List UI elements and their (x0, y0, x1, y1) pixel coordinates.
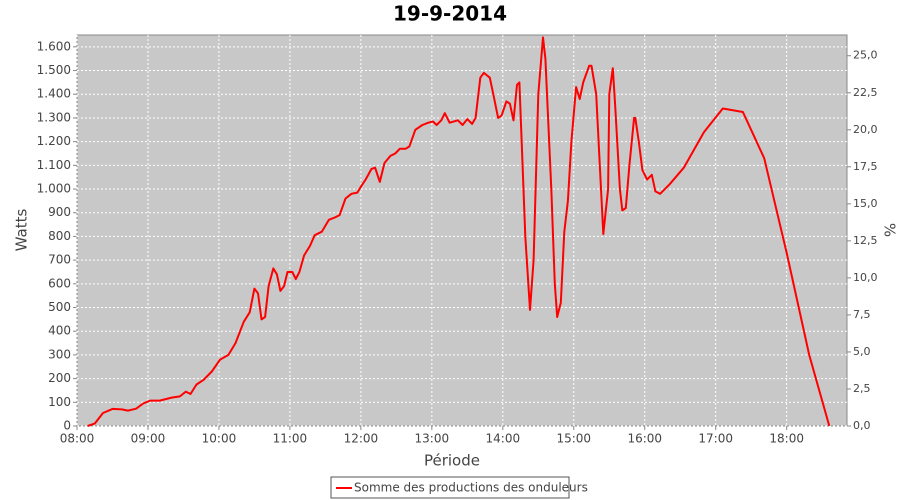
y-tick-label: 600 (48, 276, 71, 290)
y2-tick-label: 17,5 (853, 160, 878, 173)
y-tick-label: 1.200 (37, 134, 71, 148)
y-tick-label: 900 (48, 205, 71, 219)
x-tick-label: 12:00 (344, 432, 379, 446)
y2-tick-label: 5,0 (853, 345, 871, 358)
y-tick-label: 800 (48, 229, 71, 243)
x-tick-label: 17:00 (698, 432, 733, 446)
x-tick-label: 09:00 (131, 432, 166, 446)
y2-tick-label: 0,0 (853, 419, 871, 432)
y-tick-label: 200 (48, 371, 71, 385)
y-axis-title: Watts (13, 209, 31, 252)
y-tick-label: 1.100 (37, 158, 71, 172)
line-series (87, 36, 831, 427)
y-tick-label: 100 (48, 395, 71, 409)
chart-title: 19-9-2014 (393, 2, 507, 26)
x-tick-label: 11:00 (273, 432, 308, 446)
x-tick-label: 08:00 (60, 432, 95, 446)
legend-label: Somme des productions des onduleurs (354, 481, 588, 495)
x-tick-label: 16:00 (627, 432, 662, 446)
x-tick-label: 13:00 (415, 432, 450, 446)
y-tick-label: 1.000 (37, 182, 71, 196)
x-axis-title: Période (424, 452, 480, 470)
y2-tick-label: 2,5 (853, 382, 871, 395)
x-tick-label: 10:00 (202, 432, 237, 446)
y2-tick-label: 20,0 (853, 123, 878, 136)
y2-tick-label: 12,5 (853, 234, 878, 247)
y-tick-label: 500 (48, 300, 71, 314)
y-tick-label: 1.300 (37, 110, 71, 124)
y-tick-label: 700 (48, 253, 71, 267)
y2-axis-title: % (881, 223, 899, 237)
y-tick-label: 0 (63, 419, 71, 433)
plot-area (76, 34, 848, 427)
y2-tick-label: 10,0 (853, 271, 878, 284)
x-tick-label: 14:00 (486, 432, 521, 446)
y-tick-label: 1.500 (37, 63, 71, 77)
x-tick-label: 18:00 (769, 432, 804, 446)
y-tick-label: 1.400 (37, 87, 71, 101)
y-tick-label: 1.600 (37, 39, 71, 53)
y2-tick-label: 7,5 (853, 308, 871, 321)
y2-tick-label: 22,5 (853, 86, 878, 99)
y2-tick-label: 15,0 (853, 197, 878, 210)
legend-box (330, 476, 570, 499)
x-tick-label: 15:00 (556, 432, 591, 446)
y-tick-label: 400 (48, 324, 71, 338)
y2-tick-label: 25,0 (853, 49, 878, 62)
y-tick-label: 300 (48, 347, 71, 361)
